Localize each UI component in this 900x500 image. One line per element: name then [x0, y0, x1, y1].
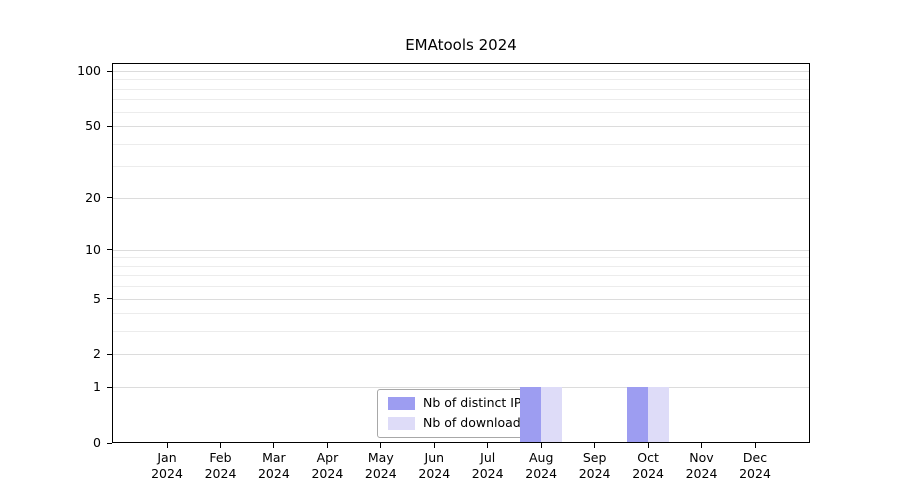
bar-downloads — [648, 387, 670, 443]
gridline — [113, 166, 809, 168]
y-tick-label: 10 — [85, 241, 101, 257]
y-tick-label: 2 — [93, 346, 101, 362]
y-tick-label: 50 — [85, 118, 101, 134]
legend-label-downloads: Nb of downloads — [423, 415, 528, 431]
x-tick-mark — [273, 443, 275, 448]
bar-downloads — [541, 387, 563, 443]
y-tick-label: 20 — [85, 189, 101, 205]
gridline — [113, 387, 809, 389]
y-tick-mark — [107, 125, 112, 127]
gridline — [113, 331, 809, 333]
gridline — [113, 275, 809, 277]
bar-distinct-ips — [520, 387, 542, 443]
gridline — [113, 197, 809, 199]
gridline — [113, 88, 809, 90]
legend-swatch-downloads — [388, 417, 415, 430]
gridline — [113, 286, 809, 288]
x-tick-label: Aug 2024 — [525, 450, 558, 481]
bar-distinct-ips — [627, 387, 649, 443]
plot-area — [112, 63, 810, 443]
gridline — [113, 354, 809, 356]
x-tick-label: Nov 2024 — [685, 450, 718, 481]
x-tick-mark — [166, 443, 168, 448]
x-tick-mark — [754, 443, 756, 448]
legend-item-downloads: Nb of downloads — [388, 417, 528, 430]
x-tick-mark — [594, 443, 596, 448]
y-tick-mark — [107, 249, 112, 251]
x-tick-mark — [487, 443, 489, 448]
legend-item-distinct-ips: Nb of distinct IPs — [388, 397, 528, 410]
gridline — [113, 126, 809, 128]
legend: Nb of distinct IPs Nb of downloads — [377, 389, 539, 438]
y-tick-mark — [107, 298, 112, 300]
gridline — [113, 298, 809, 300]
y-tick-label: 0 — [93, 435, 101, 450]
legend-label-distinct-ips: Nb of distinct IPs — [423, 395, 528, 411]
y-tick-mark — [107, 70, 112, 72]
x-tick-label: May 2024 — [364, 450, 397, 481]
x-tick-mark — [433, 443, 435, 448]
x-tick-mark — [380, 443, 382, 448]
gridline — [113, 111, 809, 113]
x-tick-label: Jul 2024 — [471, 450, 504, 481]
x-tick-label: Jan 2024 — [151, 450, 183, 481]
gridline — [113, 143, 809, 145]
y-tick-mark — [107, 197, 112, 199]
gridline — [113, 71, 809, 72]
gridline — [113, 313, 809, 315]
x-tick-label: Feb 2024 — [204, 450, 237, 481]
y-tick-label: 5 — [93, 290, 101, 306]
x-tick-mark — [701, 443, 702, 448]
y-tick-label: 1 — [93, 379, 101, 395]
x-tick-mark — [647, 443, 649, 448]
x-tick-label: Jun 2024 — [418, 450, 451, 481]
chart-title: EMAtools 2024 — [405, 36, 517, 54]
x-tick-label: Mar 2024 — [257, 450, 290, 481]
y-tick-mark — [107, 353, 112, 355]
legend-swatch-distinct-ips — [388, 397, 415, 410]
gridline — [113, 79, 809, 81]
x-tick-mark — [220, 443, 221, 448]
x-tick-label: Sep 2024 — [578, 450, 611, 481]
y-tick-mark — [107, 386, 112, 388]
y-tick-label: 100 — [77, 63, 101, 78]
x-tick-mark — [540, 443, 542, 448]
y-tick-mark — [107, 442, 112, 444]
x-tick-mark — [326, 443, 328, 448]
gridline — [113, 99, 809, 101]
gridline — [113, 249, 809, 251]
x-tick-label: Apr 2024 — [311, 450, 344, 481]
x-tick-label: Oct 2024 — [632, 450, 664, 481]
gridline — [113, 265, 809, 267]
gridline — [113, 257, 809, 259]
x-tick-label: Dec 2024 — [739, 450, 771, 481]
